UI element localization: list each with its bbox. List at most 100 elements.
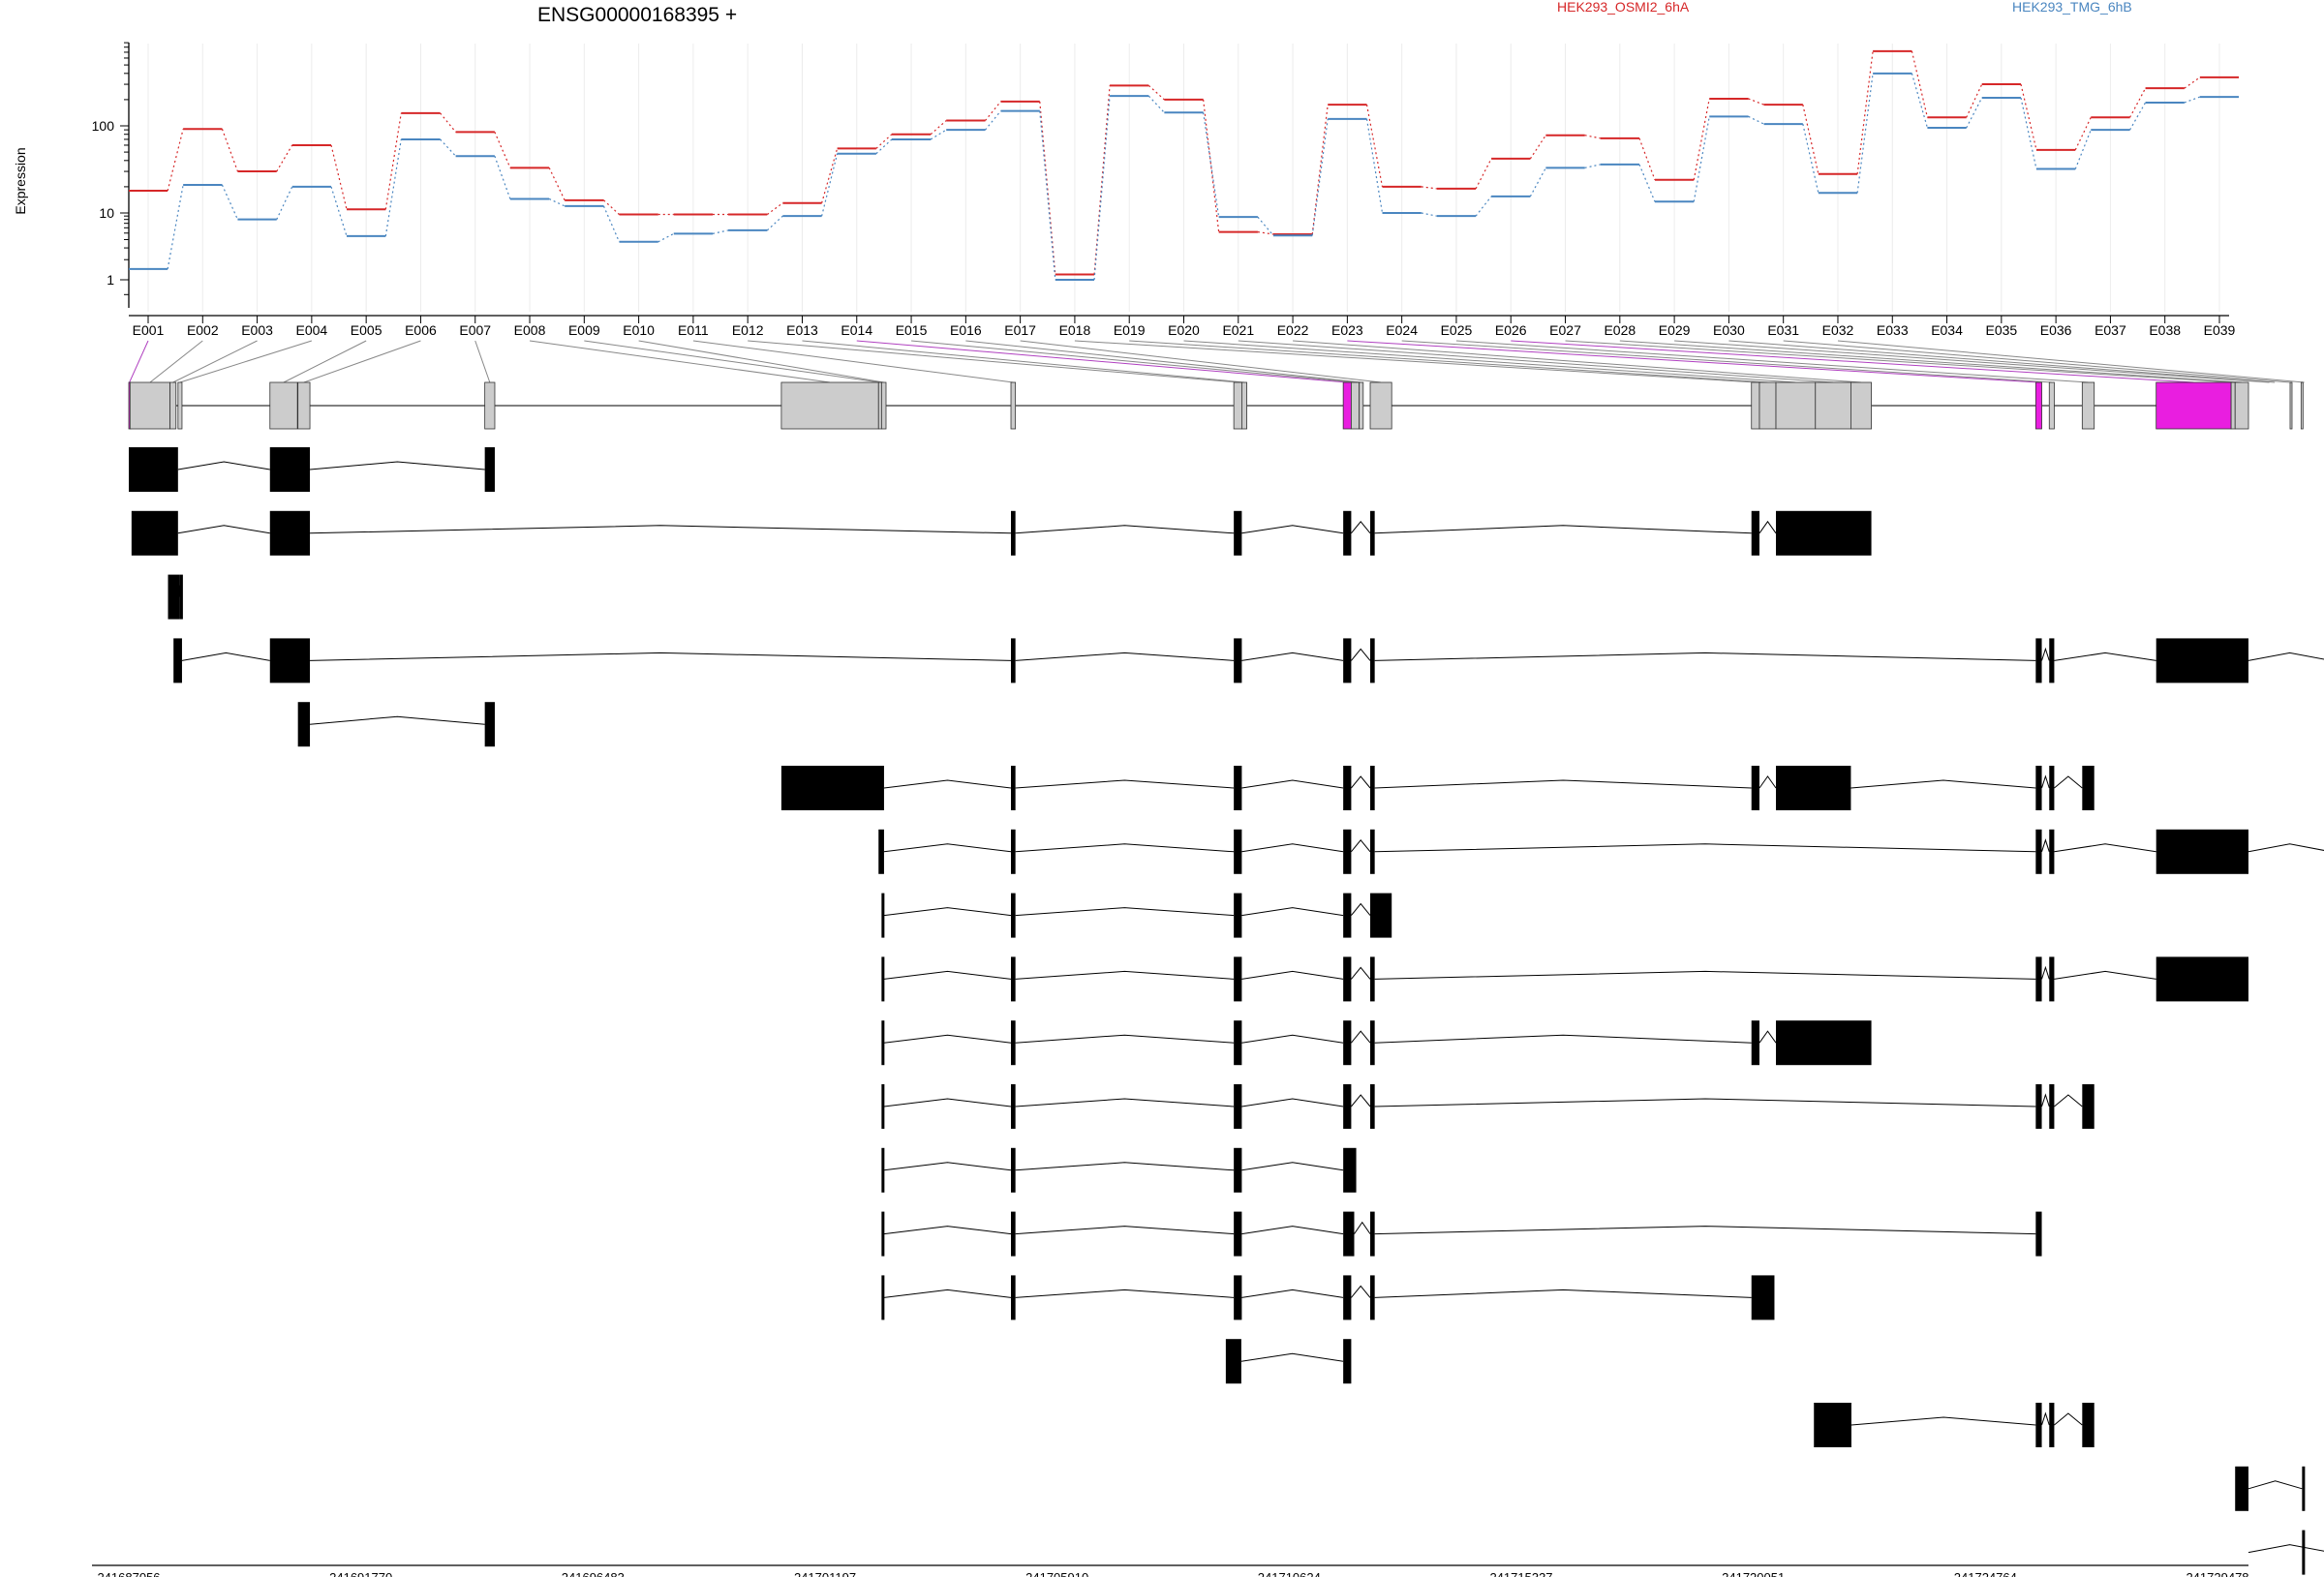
exon-label-e019: E019 xyxy=(1114,322,1146,338)
gene-model-exon-e016 xyxy=(1359,381,1364,430)
connector-e013 xyxy=(802,340,1245,383)
series-step-connector xyxy=(2074,117,2092,151)
exon-label-e028: E028 xyxy=(1604,322,1636,338)
exon-block xyxy=(1234,1211,1242,1257)
series-step-connector xyxy=(276,144,293,172)
exon-block xyxy=(1343,638,1352,683)
series-step-connector xyxy=(1365,105,1384,188)
intron xyxy=(2248,652,2324,661)
genomic-tick-label: 241715337 xyxy=(1489,1570,1552,1577)
exon-block xyxy=(2082,766,2095,810)
connector-e023 xyxy=(1347,340,2039,383)
transcript-17 xyxy=(2235,1466,2306,1511)
intron xyxy=(883,1162,1012,1171)
exon-block xyxy=(881,1020,885,1066)
series-step-connector xyxy=(1638,137,1656,180)
connector-e008 xyxy=(529,340,831,383)
exon-block xyxy=(780,766,884,810)
intron xyxy=(1374,525,1752,534)
exon-block xyxy=(1011,766,1016,810)
gene-model-exon-e003 xyxy=(169,381,177,430)
exon-block xyxy=(1370,638,1375,683)
gene-model-exon-e007 xyxy=(484,381,496,430)
intron xyxy=(1015,652,1235,661)
exon-label-e007: E007 xyxy=(459,322,491,338)
gene-model-exon-e028 xyxy=(2234,381,2249,430)
exon-block xyxy=(1011,893,1016,938)
exon-block xyxy=(1343,510,1352,556)
series-step-connector xyxy=(657,232,675,243)
series-step-connector xyxy=(1421,186,1437,190)
connector-e020 xyxy=(1183,340,1796,383)
genomic-tick-label: 241705910 xyxy=(1025,1570,1088,1577)
series-step-connector xyxy=(2074,129,2092,169)
connector-e005 xyxy=(283,340,367,383)
series-step-connector xyxy=(766,202,783,216)
series-step-connector xyxy=(1311,118,1329,236)
intron xyxy=(1374,1098,2036,1107)
exon-block xyxy=(2035,1211,2042,1257)
intron xyxy=(1374,1289,1752,1298)
exon-block xyxy=(1343,1339,1352,1384)
intron xyxy=(310,715,485,725)
intron xyxy=(1241,1226,1344,1235)
series-step-connector xyxy=(2020,97,2037,169)
exon-label-e022: E022 xyxy=(1277,322,1309,338)
connector-e019 xyxy=(1129,340,1768,383)
series-step-connector xyxy=(1203,112,1220,218)
gene-model-exon-e011 xyxy=(1010,381,1017,430)
exon-block xyxy=(1011,829,1016,874)
intron xyxy=(1015,1034,1235,1044)
series-step-connector xyxy=(1421,212,1437,217)
exon-block xyxy=(1751,510,1759,556)
exon-block xyxy=(881,1084,885,1129)
exon-block xyxy=(1011,1147,1016,1193)
exon-block xyxy=(1234,829,1242,874)
gene-model-exon-e026 xyxy=(2156,381,2232,430)
gene-model-exon-e012 xyxy=(1233,381,1242,430)
connector-e024 xyxy=(1401,340,2052,383)
series-step-connector xyxy=(712,229,729,234)
intron xyxy=(2041,647,2050,661)
exon-block xyxy=(297,702,311,747)
exon-block xyxy=(1011,1084,1016,1129)
exon-block xyxy=(1234,1084,1242,1129)
transcript-7 xyxy=(878,829,2324,874)
intron xyxy=(1241,907,1344,917)
series-step-connector xyxy=(1856,73,1874,194)
exon-label-e005: E005 xyxy=(351,322,382,338)
intron xyxy=(2041,774,2050,789)
exon-label-e035: E035 xyxy=(1985,322,2017,338)
series-step-connector xyxy=(1257,216,1274,236)
series-step-connector xyxy=(221,184,238,220)
exon-block xyxy=(1776,766,1851,810)
exon-label-e002: E002 xyxy=(187,322,219,338)
gene-model-exon-e010 xyxy=(880,381,887,430)
series-step-connector xyxy=(821,153,839,217)
series-osmi2 xyxy=(129,49,2239,276)
intron xyxy=(2054,970,2156,980)
intron xyxy=(2054,652,2156,661)
exon-block xyxy=(2049,1084,2055,1129)
gene-model-exon-e018 xyxy=(1751,381,1760,430)
exon-label-e039: E039 xyxy=(2204,322,2236,338)
series-step-connector xyxy=(603,199,620,215)
intron xyxy=(883,1034,1012,1044)
exon-label-e036: E036 xyxy=(2040,322,2072,338)
gene-model-exon-e017 xyxy=(1369,381,1392,430)
exon-axis: E001 E002 E003 E004 E005 E006 E007 E008 E009 E010… xyxy=(129,315,2236,338)
connector-e002 xyxy=(149,340,203,383)
intron xyxy=(1015,779,1235,789)
series-step-connector xyxy=(1475,196,1492,217)
exon-label-e029: E029 xyxy=(1659,322,1691,338)
gene-model xyxy=(128,381,2304,430)
exon-block xyxy=(173,638,182,683)
gene-model-exon-e013 xyxy=(1241,381,1247,430)
series-step-connector xyxy=(384,138,402,237)
exon-label-e034: E034 xyxy=(1931,322,1963,338)
series-step-connector xyxy=(1802,123,1819,194)
series-step-connector xyxy=(766,215,783,231)
intron xyxy=(1241,843,1344,853)
connector-e029 xyxy=(1674,340,2270,383)
transcript-10 xyxy=(881,1020,1872,1066)
